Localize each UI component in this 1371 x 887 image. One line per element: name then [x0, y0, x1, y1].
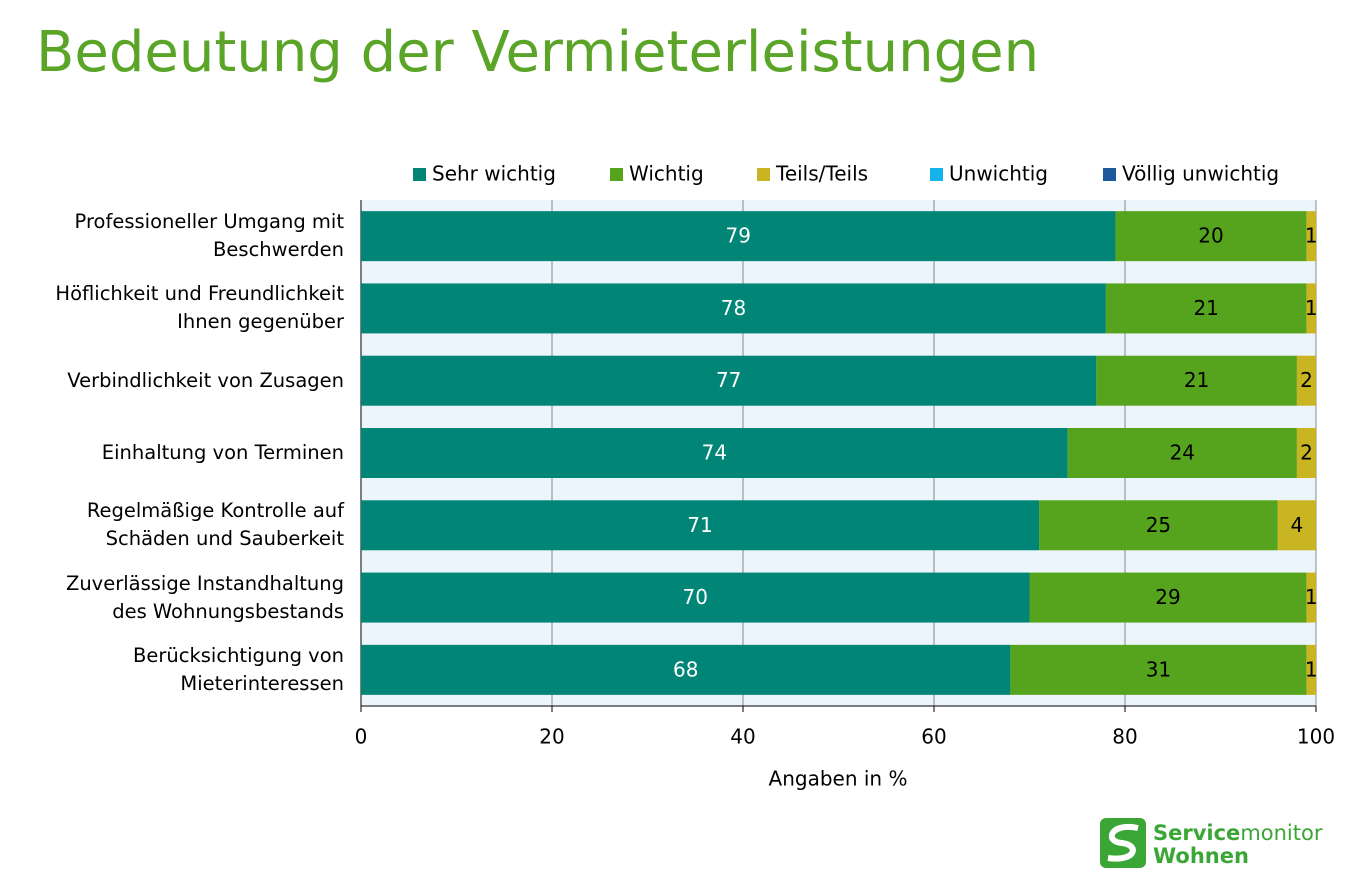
- data-label: 1: [1305, 585, 1318, 609]
- logo-text: Wohnen: [1153, 844, 1249, 868]
- data-label: 21: [1193, 296, 1218, 320]
- x-tick-label: 40: [730, 725, 755, 749]
- data-label: 24: [1170, 441, 1195, 465]
- x-axis-label: Angaben in %: [769, 767, 908, 791]
- data-label: 1: [1305, 296, 1318, 320]
- bar-segment: [1296, 355, 1316, 406]
- data-label: 1: [1305, 224, 1318, 248]
- legend-swatch: [757, 168, 770, 181]
- y-tick-label: Regelmäßige Kontrolle auf Schäden und Sa…: [86, 499, 344, 551]
- data-label: 21: [1184, 368, 1209, 392]
- chart-title: Bedeutung der Vermieterleistungen: [36, 20, 1039, 85]
- logo-text: Servicemonitor: [1153, 821, 1323, 845]
- bar-segment: [361, 572, 1030, 623]
- data-label: 68: [673, 657, 698, 681]
- bar-segment: [361, 500, 1040, 551]
- bar-segment: [1039, 500, 1278, 551]
- y-tick-label: Höflichkeit und Freundlichkeit Ihnen geg…: [55, 282, 344, 334]
- bar-segment: [1067, 428, 1297, 478]
- bar-segment: [1306, 572, 1316, 623]
- legend-label: Teils/Teils: [775, 162, 868, 186]
- y-tick-label: Zuverlässige Instandhaltung des Wohnungs…: [65, 571, 344, 623]
- bar-segment: [1029, 572, 1307, 623]
- x-tick-label: 0: [355, 725, 368, 749]
- legend-label: Wichtig: [629, 162, 704, 186]
- legend-swatch: [610, 168, 623, 181]
- data-label: 77: [716, 368, 741, 392]
- y-tick-label: Professioneller Umgang mit Beschwerden: [74, 210, 344, 262]
- x-tick-label: 100: [1297, 725, 1335, 749]
- data-label: 4: [1291, 513, 1304, 537]
- data-label: 79: [725, 224, 750, 248]
- data-label: 31: [1146, 657, 1171, 681]
- bar-segment: [1306, 644, 1316, 695]
- logo: Servicemonitor Wohnen: [1100, 818, 1323, 868]
- bar-segment: [1306, 283, 1316, 334]
- bar-segment: [361, 644, 1011, 695]
- y-tick-label: Verbindlichkeit von Zusagen: [67, 368, 344, 392]
- legend-label: Völlig unwichtig: [1122, 162, 1279, 186]
- bar-segment: [1306, 211, 1316, 262]
- data-label: 70: [683, 585, 708, 609]
- legend-swatch: [1103, 168, 1116, 181]
- x-tick-label: 60: [921, 725, 946, 749]
- logo-s: [1107, 823, 1139, 862]
- data-label: 20: [1198, 224, 1223, 248]
- legend-label: Unwichtig: [949, 162, 1048, 186]
- bar-segment: [361, 211, 1116, 262]
- bar-segment: [1105, 283, 1307, 334]
- data-label: 29: [1155, 585, 1180, 609]
- bar-segment: [361, 355, 1097, 406]
- data-label: 71: [687, 513, 712, 537]
- x-tick-label: 20: [539, 725, 564, 749]
- bar-segment: [361, 283, 1106, 334]
- bar-segment: [1010, 644, 1307, 695]
- y-tick-label: Einhaltung von Terminen: [101, 441, 344, 464]
- legend-swatch: [930, 168, 943, 181]
- x-tick-label: 80: [1112, 725, 1137, 749]
- data-label: 2: [1300, 368, 1313, 392]
- data-label: 78: [721, 296, 746, 320]
- data-label: 74: [702, 441, 727, 465]
- legend-label: Sehr wichtig: [432, 162, 556, 186]
- bar-segment: [361, 428, 1068, 478]
- legend-swatch: [413, 168, 426, 181]
- bar-segment: [1115, 211, 1307, 262]
- data-label: 25: [1146, 513, 1171, 537]
- bar-segment: [1096, 355, 1297, 406]
- data-label: 2: [1300, 441, 1313, 465]
- logo-bold: Service: [1153, 821, 1240, 845]
- bar-segment: [1296, 428, 1316, 478]
- y-tick-label: Berücksichtigung von Mieterinteressen: [133, 643, 344, 695]
- bar-segment: [1277, 500, 1316, 551]
- data-label: 1: [1305, 657, 1318, 681]
- logo-light: monitor: [1240, 821, 1323, 845]
